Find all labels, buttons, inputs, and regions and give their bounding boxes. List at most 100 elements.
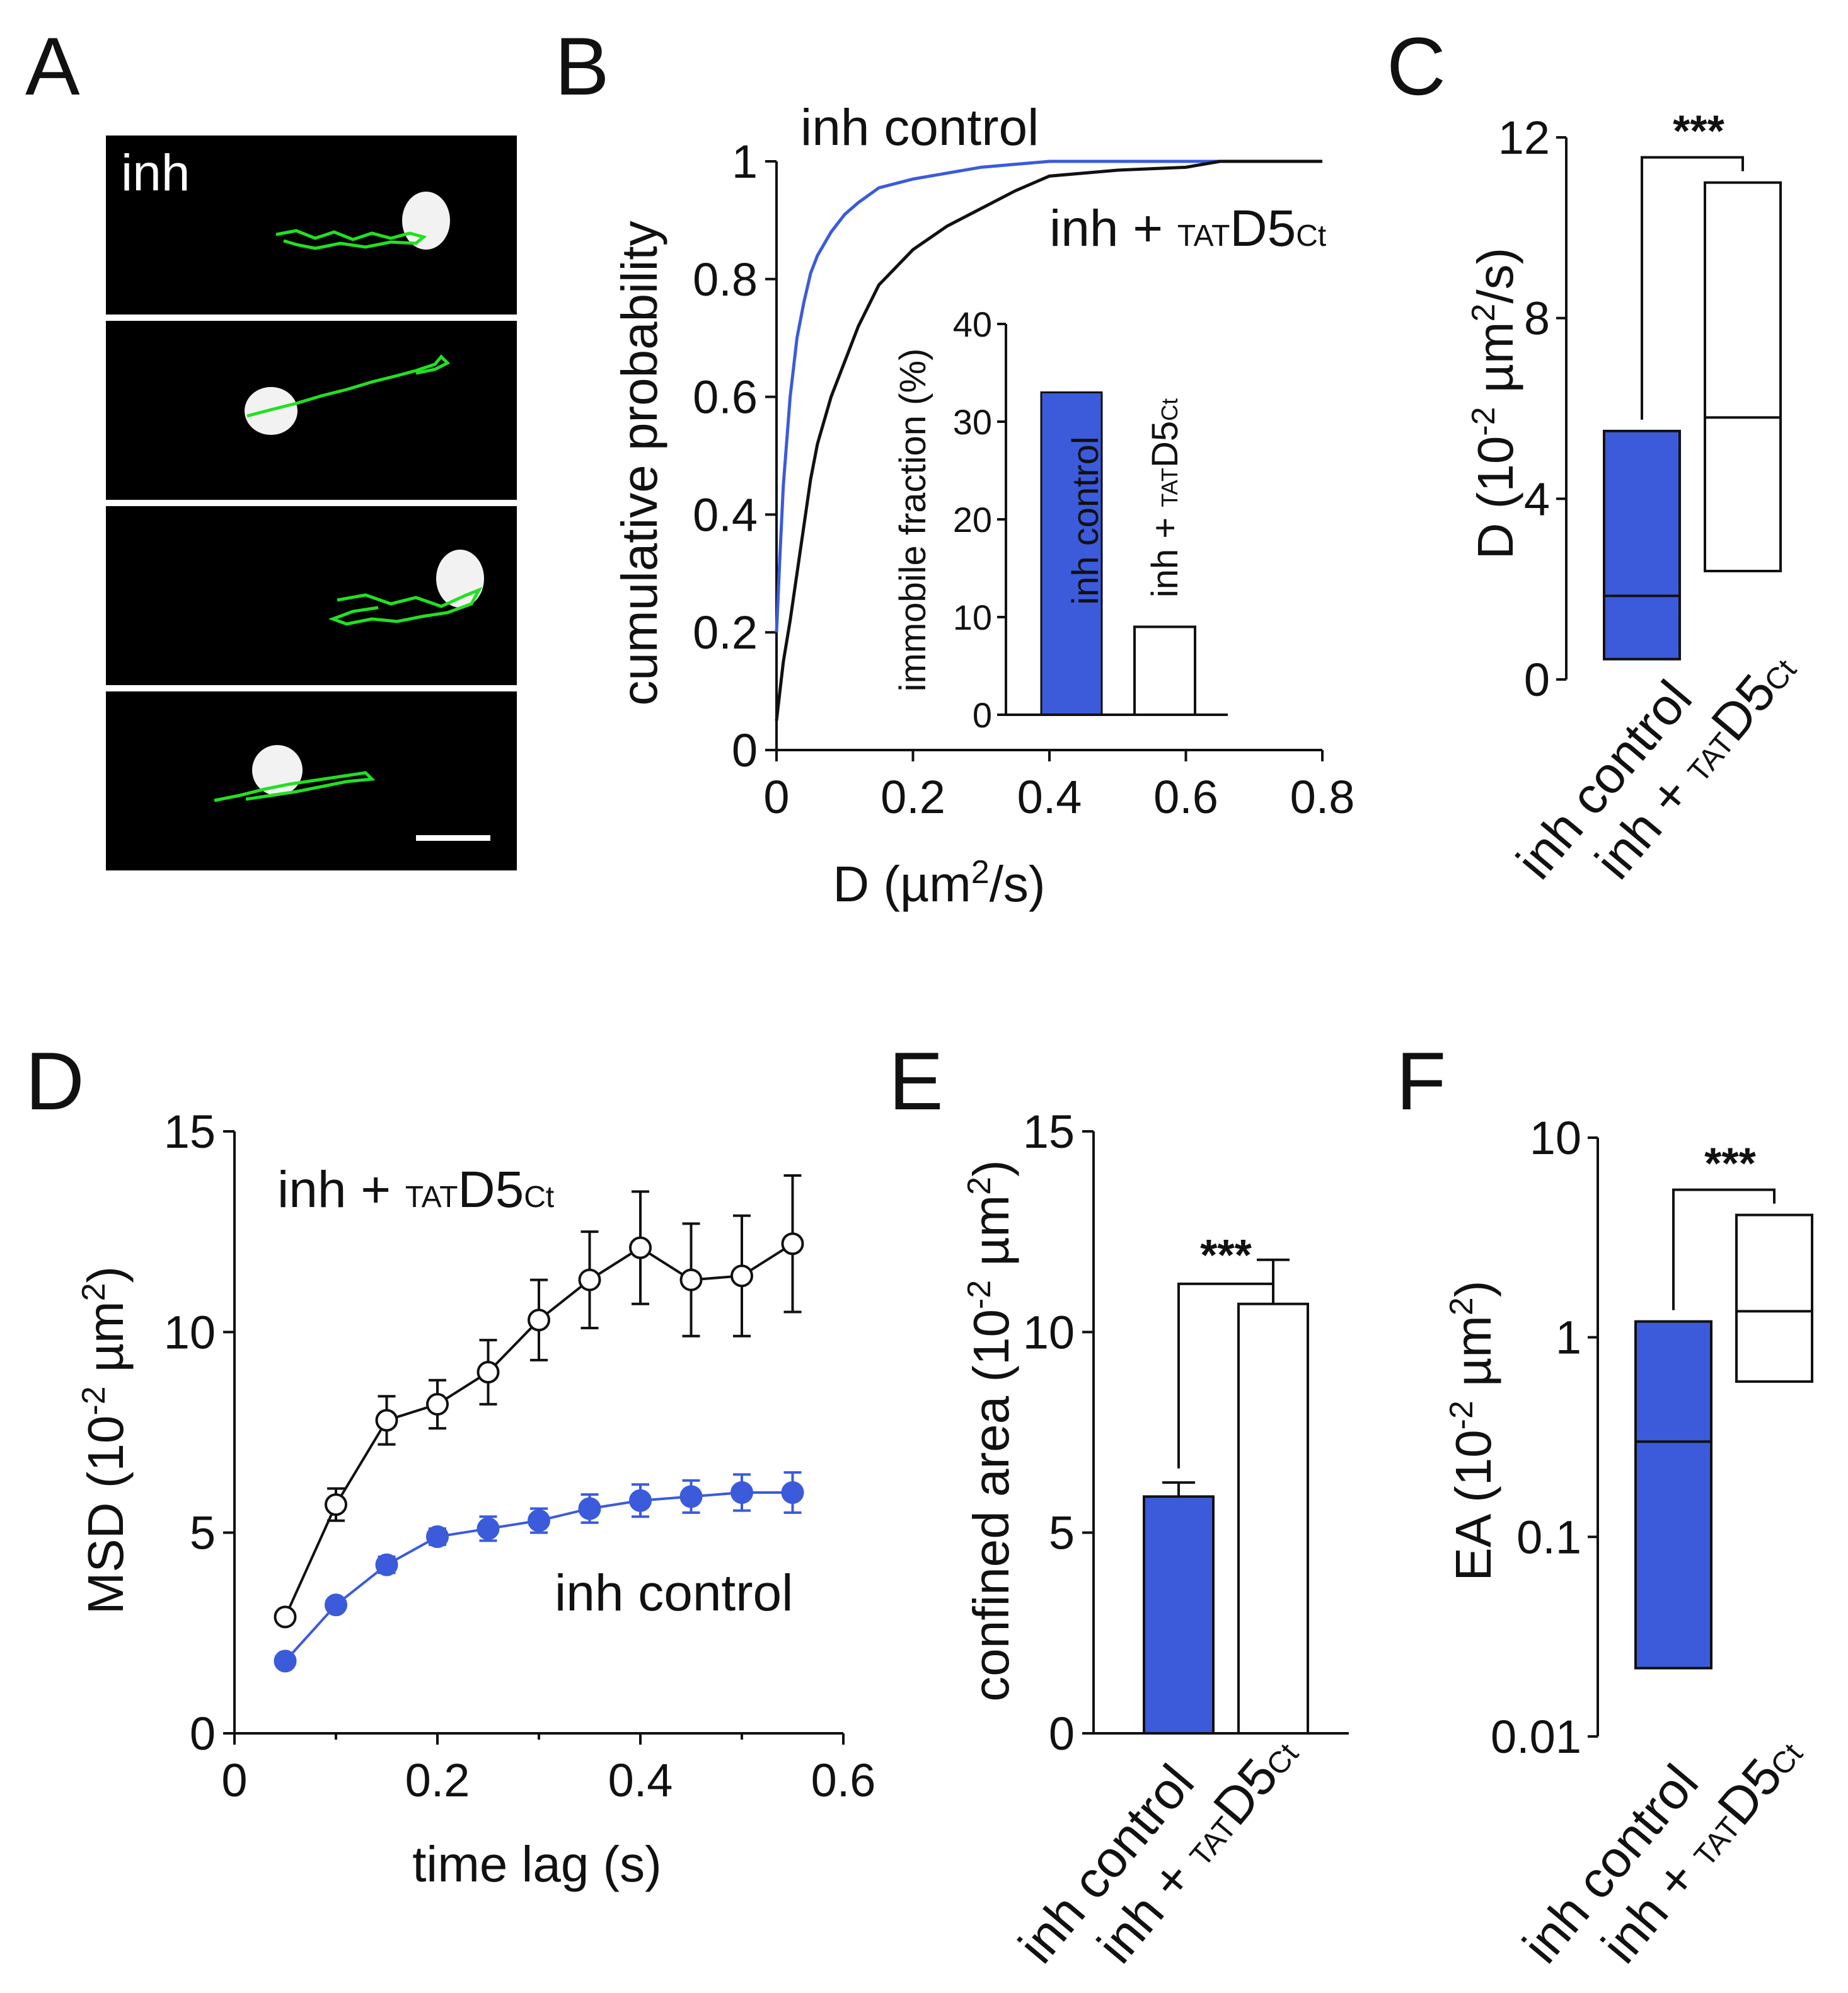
- panel-letter-c: C: [1387, 20, 1446, 112]
- f-y-tick-label: 0.01: [1491, 1711, 1581, 1763]
- b-series-inh-control: [775, 159, 1322, 633]
- panel-letter-f: F: [1396, 1035, 1446, 1127]
- c-box-inh-tat: [1704, 181, 1782, 572]
- b-inset-y-tick-label: 0: [973, 695, 992, 735]
- b-inset-bar-inh-tat: [1133, 625, 1196, 716]
- f-y-tick-label: 10: [1530, 1112, 1581, 1164]
- e-ylabel: confined area (10-2 µm2): [961, 1160, 1019, 1701]
- b-inset-y-tick-label: 40: [953, 304, 992, 344]
- b-ylabel: cumulative probability: [611, 221, 667, 705]
- panel-b-cdf-chart: cumulative probability D (µm2/s) inh con…: [611, 99, 1354, 912]
- b-inset-bar-inh-control: [1040, 391, 1103, 716]
- f-box-inh-tat: [1735, 1213, 1813, 1383]
- b-y-tick-label: 0.6: [693, 371, 758, 424]
- c-significance-bracket: [1641, 156, 1744, 420]
- e-bar-inh-tat: [1237, 1302, 1309, 1735]
- b-legend-inh-tat: inh + TATD5Ct: [1049, 200, 1326, 257]
- panel-letter-a: A: [25, 20, 80, 112]
- d-point-inh-control: [781, 1481, 804, 1504]
- b-inset-y-tick-label: 10: [953, 598, 992, 637]
- c-y-tick-label: 12: [1498, 112, 1550, 164]
- d-point-inh-tat: [528, 1308, 550, 1332]
- f-significance-bracket: [1672, 1188, 1776, 1310]
- d-xlabel: time lag (s): [412, 1836, 662, 1892]
- d-y-tick-label: 10: [164, 1306, 216, 1358]
- d-point-inh-tat: [476, 1361, 500, 1384]
- d-y-tick-label: 15: [164, 1106, 216, 1158]
- panel-f-box-chart: EA (10-2 µm2) inh control inh + TATD5Ct …: [1443, 1112, 1813, 1974]
- panel-e-bar-chart: confined area (10-2 µm2) inh control inh…: [961, 1106, 1349, 1974]
- d-point-inh-tat: [274, 1605, 297, 1629]
- e-bar-inh-control: [1143, 1495, 1215, 1735]
- d-x-tick-label: 0.4: [608, 1754, 673, 1806]
- d-point-inh-tat: [426, 1392, 449, 1416]
- e-y-tick-label: 15: [1023, 1106, 1075, 1158]
- d-point-inh-control: [528, 1509, 550, 1532]
- b-y-tick-label: 1: [732, 136, 758, 188]
- b-xlabel: D (µm2/s): [833, 854, 1045, 912]
- e-significance-bracket: [1177, 1282, 1274, 1469]
- b-x-tick-label: 0: [763, 771, 789, 823]
- d-point-inh-control: [325, 1593, 347, 1617]
- d-y-tick-label: 0: [190, 1707, 216, 1760]
- b-x-tick-label: 0.6: [1153, 771, 1218, 823]
- f-box-inh-control: [1634, 1320, 1712, 1670]
- d-point-inh-tat: [731, 1264, 753, 1288]
- d-point-inh-control: [578, 1497, 601, 1520]
- quantum-dot-1: [402, 192, 450, 250]
- b-inset-y-tick-label: 20: [953, 500, 992, 540]
- d-point-inh-control: [476, 1517, 500, 1540]
- d-point-inh-tat: [629, 1236, 652, 1259]
- trajectory-1: [275, 229, 427, 250]
- b-x-tick-label: 0.4: [1017, 771, 1082, 823]
- c-y-tick-label: 0: [1524, 654, 1550, 706]
- c-y-tick-label: 8: [1524, 292, 1550, 345]
- panel-letter-e: E: [889, 1035, 944, 1127]
- f-ylabel: EA (10-2 µm2): [1443, 1281, 1501, 1581]
- b-inset-bar-label-inh-control: inh control: [1065, 436, 1106, 605]
- micrograph-frame-2: [106, 321, 517, 500]
- c-y-tick-label: 4: [1524, 473, 1550, 525]
- c-ylabel: D (10-2 µm2/s): [1465, 248, 1523, 560]
- d-point-inh-tat: [578, 1268, 601, 1291]
- b-legend-inh-control: inh control: [800, 99, 1039, 156]
- panel-b-inset-bar-chart: 0 10 20 30 40 immobile fraction (%) inh contro…: [892, 304, 1228, 735]
- e-y-tick-label: 5: [1049, 1507, 1075, 1559]
- d-point-inh-control: [426, 1525, 449, 1549]
- d-legend-inh-control: inh control: [555, 1564, 793, 1622]
- b-y-tick-label: 0.2: [693, 606, 758, 659]
- d-point-inh-control: [375, 1553, 398, 1576]
- d-point-inh-control: [679, 1485, 703, 1508]
- d-ylabel: MSD (10-2 µm2): [76, 1266, 134, 1614]
- b-inset-ylabel: immobile fraction (%): [892, 349, 933, 692]
- d-x-tick-label: 0.6: [811, 1754, 876, 1806]
- d-point-inh-control: [731, 1481, 753, 1504]
- b-x-tick-label: 0.2: [881, 771, 945, 823]
- d-point-inh-control: [274, 1649, 297, 1673]
- b-y-tick-label: 0: [732, 724, 758, 777]
- d-point-inh-tat: [679, 1268, 703, 1291]
- d-y-tick-label: 5: [190, 1507, 216, 1559]
- d-point-inh-tat: [781, 1232, 804, 1256]
- f-significance-stars: ***: [1704, 1139, 1756, 1188]
- scale-bar: [416, 835, 490, 841]
- c-box-inh-control: [1603, 429, 1681, 661]
- b-y-tick-label: 0.8: [693, 253, 758, 306]
- b-inset-bar-label-inh-tat: inh + TATD5Ct: [1145, 398, 1186, 598]
- b-inset-y-tick-label: 30: [953, 402, 992, 442]
- f-y-tick-label: 1: [1556, 1312, 1581, 1364]
- b-series-inh-tat: [775, 159, 1322, 721]
- panel-a-image-stack: inh: [106, 136, 517, 870]
- b-y-tick-label: 0.4: [693, 488, 758, 541]
- panel-a-label: inh: [121, 144, 190, 202]
- d-point-inh-tat: [325, 1493, 347, 1516]
- trajectory-2: [246, 354, 451, 418]
- b-x-tick-label: 0.8: [1290, 771, 1355, 823]
- trajectory-4: [214, 771, 376, 802]
- f-y-tick-label: 0.1: [1516, 1511, 1581, 1563]
- d-point-inh-control: [629, 1489, 652, 1512]
- c-significance-stars: ***: [1673, 107, 1724, 156]
- e-significance-stars: ***: [1200, 1230, 1252, 1280]
- e-y-tick-label: 10: [1023, 1306, 1075, 1358]
